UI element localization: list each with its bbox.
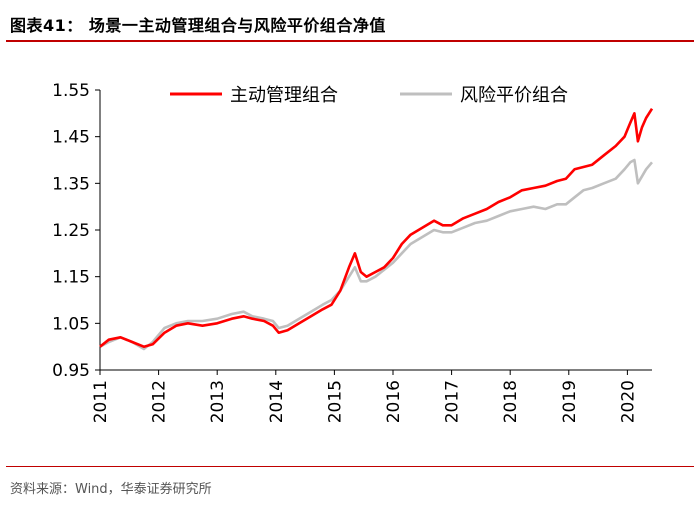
series-layer <box>99 108 654 351</box>
y-tick-label: 0.95 <box>52 361 90 381</box>
header-rule <box>6 40 694 42</box>
legend-label-1: 风险平价组合 <box>460 85 568 106</box>
series-line-0 <box>99 108 654 348</box>
y-tick-label: 1.35 <box>52 174 90 194</box>
x-tick-label: 2011 <box>91 380 111 423</box>
x-tick-label: 2016 <box>384 380 404 423</box>
x-tick-label: 2017 <box>443 380 463 423</box>
x-tick-label: 2012 <box>150 380 170 423</box>
y-tick-label: 1.45 <box>52 128 90 148</box>
series-line-1 <box>99 158 653 351</box>
figure-title: 图表41： 场景一主动管理组合与风险平价组合净值 <box>10 16 386 35</box>
x-tick-label: 2015 <box>325 380 345 423</box>
nav-line-chart: 0.95 1.05 1.15 1.25 1.35 1.45 1.55 2011 2012 2013… <box>52 81 654 423</box>
y-tick-label: 1.55 <box>52 81 90 101</box>
x-tick-label: 2014 <box>267 380 287 423</box>
y-tick-label: 1.15 <box>52 268 90 288</box>
y-tick-label: 1.05 <box>52 314 90 334</box>
x-tick-label: 2020 <box>618 380 638 423</box>
chart-axes: 0.95 1.05 1.15 1.25 1.35 1.45 1.55 2011 2012 2013… <box>52 81 652 423</box>
x-tick-label: 2013 <box>208 380 228 423</box>
footer-rule <box>6 466 694 467</box>
x-tick-label: 2018 <box>501 380 521 423</box>
y-tick-label: 1.25 <box>52 221 90 241</box>
legend-label-0: 主动管理组合 <box>230 85 338 106</box>
figure-header: 图表41： 场景一主动管理组合与风险平价组合净值 <box>6 8 694 42</box>
chart-legend: 主动管理组合 风险平价组合 <box>170 85 568 106</box>
source-note: 资料来源：Wind，华泰证券研究所 <box>10 482 212 497</box>
x-tick-label: 2019 <box>560 380 580 423</box>
